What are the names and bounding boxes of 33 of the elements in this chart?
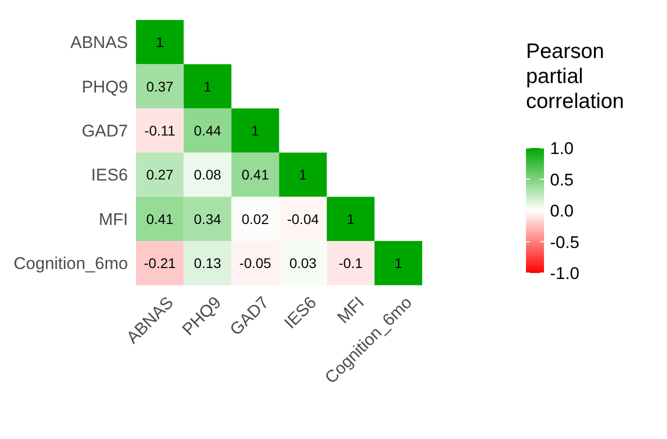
data-label: 0.08: [194, 166, 222, 183]
color-bar-label: -1.0: [550, 264, 580, 283]
data-label: 0.37: [146, 78, 174, 94]
y-tick-label: Cognition_6mo: [14, 254, 128, 274]
y-tick-label: MFI: [98, 210, 128, 229]
data-label: -0.04: [286, 210, 320, 227]
data-label: 1: [299, 166, 308, 183]
y-tick-label: ABNAS: [70, 33, 128, 52]
data-label: 1: [346, 210, 355, 227]
data-label: 0.02: [242, 210, 270, 227]
data-label: 0.03: [289, 255, 317, 272]
data-label: -0.1: [338, 255, 363, 272]
data-label: -0.05: [239, 255, 272, 272]
data-label: 1: [394, 255, 402, 272]
color-bar-label: -0.5: [550, 232, 580, 252]
data-label: 0.41: [146, 210, 174, 227]
data-label: 1: [156, 34, 164, 50]
color-bar-title: Pearson partial correlation: [526, 40, 624, 113]
color-bar-label: 0.5: [550, 170, 574, 190]
data-label: 1: [204, 78, 212, 94]
data-label: 0.41: [242, 166, 270, 183]
color-bar-label: 0.0: [550, 202, 574, 220]
y-tick-label: PHQ9: [82, 77, 128, 96]
y-tick-label: IES6: [91, 166, 128, 185]
data-label: 0.34: [194, 210, 222, 227]
data-label: 0.44: [194, 122, 222, 138]
data-label: -0.11: [144, 122, 176, 138]
data-label: 0.27: [146, 166, 174, 183]
data-label: 1: [251, 122, 260, 138]
data-label: 0.13: [194, 255, 222, 272]
y-tick-label: GAD7: [82, 122, 128, 140]
color-bar-label: 1.0: [550, 139, 574, 158]
data-label: -0.21: [144, 255, 176, 272]
